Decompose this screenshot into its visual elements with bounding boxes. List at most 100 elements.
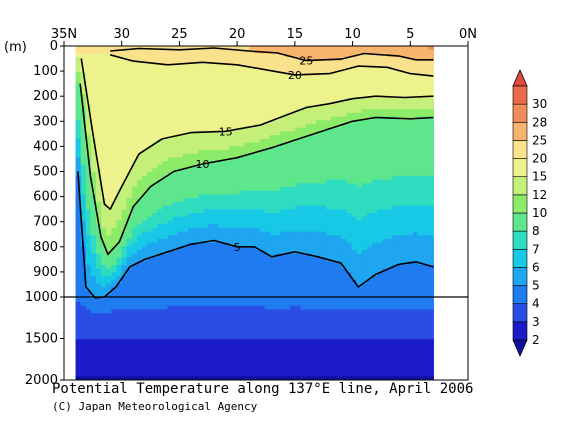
field-cell bbox=[249, 272, 256, 277]
field-cell bbox=[177, 350, 184, 355]
field-cell bbox=[244, 183, 250, 188]
field-cell bbox=[274, 231, 281, 236]
field-cell bbox=[259, 161, 266, 166]
field-cell bbox=[95, 49, 102, 55]
field-cell bbox=[310, 101, 317, 106]
field-cell bbox=[254, 283, 261, 288]
field-cell bbox=[285, 376, 291, 380]
field-cell bbox=[274, 164, 281, 170]
field-cell bbox=[346, 354, 353, 359]
field-cell bbox=[315, 68, 322, 73]
field-cell bbox=[177, 60, 184, 66]
field-cell bbox=[147, 83, 153, 88]
field-cell bbox=[274, 112, 281, 118]
field-cell bbox=[351, 283, 358, 288]
field-cell bbox=[259, 235, 266, 240]
field-cell bbox=[101, 368, 107, 374]
field-cell bbox=[101, 246, 107, 251]
field-cell bbox=[136, 83, 143, 88]
field-cell bbox=[341, 302, 348, 307]
field-cell bbox=[290, 290, 296, 296]
field-cell bbox=[259, 220, 266, 225]
field-cell bbox=[106, 123, 112, 129]
field-cell bbox=[177, 261, 184, 266]
field-cell bbox=[121, 94, 128, 99]
field-cell bbox=[198, 123, 204, 129]
field-cell bbox=[249, 376, 256, 380]
field-cell bbox=[326, 264, 332, 270]
field-cell bbox=[188, 75, 194, 80]
field-cell bbox=[254, 365, 261, 370]
field-cell bbox=[254, 272, 261, 277]
field-cell bbox=[203, 272, 210, 277]
field-cell bbox=[295, 264, 302, 270]
field-cell bbox=[131, 357, 138, 363]
field-cell bbox=[177, 220, 184, 225]
field-cell bbox=[269, 305, 276, 311]
field-cell bbox=[142, 68, 148, 73]
field-cell bbox=[111, 116, 118, 121]
field-cell bbox=[290, 350, 296, 355]
field-cell bbox=[336, 372, 342, 377]
field-cell bbox=[295, 283, 302, 288]
field-cell bbox=[147, 68, 153, 73]
field-cell bbox=[336, 135, 342, 140]
field-cell bbox=[147, 161, 153, 166]
field-cell bbox=[75, 49, 82, 55]
field-cell bbox=[85, 242, 92, 247]
field-cell bbox=[310, 238, 317, 244]
field-cell bbox=[136, 146, 143, 151]
field-cell bbox=[188, 149, 194, 155]
field-cell bbox=[193, 146, 199, 151]
field-cell bbox=[315, 90, 322, 95]
field-cell bbox=[157, 220, 164, 225]
field-cell bbox=[218, 175, 225, 181]
field-cell bbox=[228, 175, 235, 181]
field-cell bbox=[274, 257, 281, 262]
field-cell bbox=[341, 350, 348, 355]
field-cell bbox=[234, 75, 240, 80]
field-cell bbox=[326, 201, 332, 207]
field-cell bbox=[162, 131, 169, 136]
field-cell bbox=[223, 116, 230, 121]
field-cell bbox=[90, 368, 97, 374]
field-cell bbox=[136, 153, 143, 158]
field-cell bbox=[326, 224, 332, 229]
field-cell bbox=[157, 49, 164, 55]
field-cell bbox=[326, 157, 332, 162]
field-cell bbox=[90, 242, 97, 247]
field-cell bbox=[218, 142, 225, 147]
field-cell bbox=[208, 350, 215, 355]
field-cell bbox=[152, 175, 158, 181]
field-cell bbox=[126, 328, 133, 333]
field-cell bbox=[193, 283, 199, 288]
field-cell bbox=[167, 149, 174, 155]
field-cell bbox=[254, 368, 261, 374]
field-cell bbox=[172, 213, 179, 218]
field-cell bbox=[85, 357, 92, 363]
field-cell bbox=[280, 187, 286, 192]
field-cell bbox=[264, 302, 271, 307]
field-cell bbox=[218, 201, 225, 207]
field-cell bbox=[203, 175, 210, 181]
field-cell bbox=[269, 60, 276, 66]
field-cell bbox=[295, 316, 302, 322]
field-cell bbox=[269, 346, 276, 351]
field-cell bbox=[167, 224, 174, 229]
field-cell bbox=[136, 279, 143, 285]
field-cell bbox=[341, 105, 348, 110]
field-cell bbox=[172, 257, 179, 262]
field-cell bbox=[172, 123, 179, 129]
field-cell bbox=[274, 305, 281, 311]
field-cell bbox=[121, 86, 128, 92]
field-cell bbox=[95, 131, 102, 136]
field-cell bbox=[254, 350, 261, 355]
field-cell bbox=[198, 365, 204, 370]
field-cell bbox=[285, 368, 291, 374]
field-cell bbox=[203, 168, 210, 173]
field-cell bbox=[193, 149, 199, 155]
field-cell bbox=[351, 60, 358, 66]
field-cell bbox=[346, 324, 353, 329]
field-cell bbox=[285, 142, 291, 147]
field-cell bbox=[320, 242, 327, 247]
